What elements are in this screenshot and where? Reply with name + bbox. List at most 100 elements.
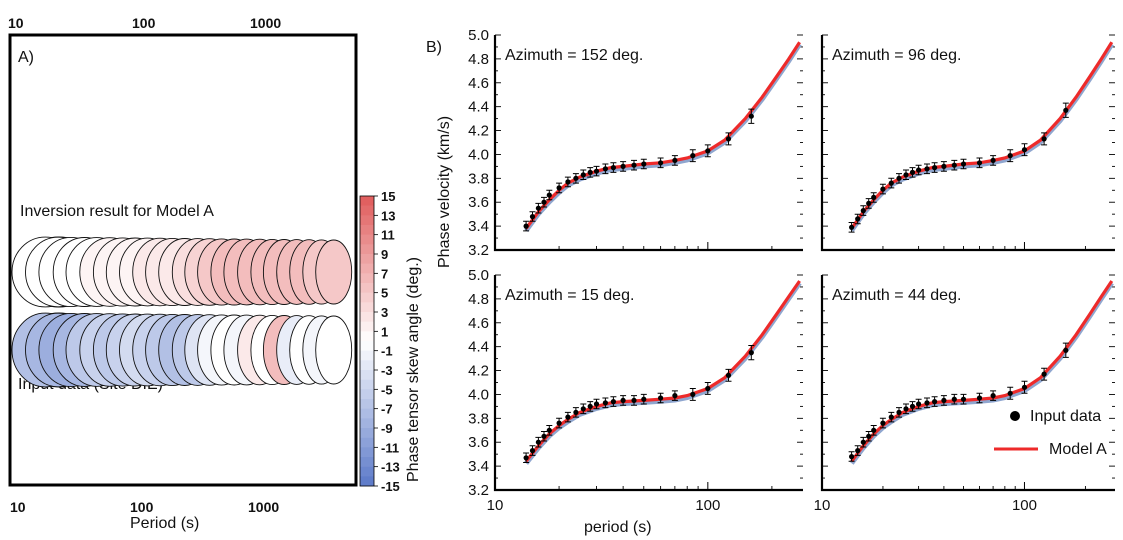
colorbar-cell [360,225,374,235]
colorbar-label: Phase tensor skew angle (deg.) [405,257,422,482]
input-data-point [903,172,909,178]
input-data-point [748,350,754,356]
input-data-point [587,403,593,409]
input-data-point [672,393,678,399]
y-tick-label: 4.6 [468,75,489,92]
row1-label: Inversion result for Model A [20,203,214,220]
model-a-line [850,41,1114,230]
model-line-shadow [524,281,802,465]
panel-a: A) 10 100 1000 10 100 1000 Period (s) In… [8,15,358,532]
subplot-title: Azimuth = 44 deg. [832,287,961,304]
input-data-point [725,372,732,378]
input-data-point [909,169,916,175]
colorbar-tick-label: 5 [381,286,388,301]
colorbar-tick-label: 11 [381,228,395,243]
legend-model-label: Model A [1049,441,1107,458]
legend-input-marker [1010,411,1020,421]
colorbar-tick-label: -15 [381,479,400,494]
colorbar-cells [360,196,374,487]
input-data-point [1007,390,1013,396]
input-data-point [941,163,947,169]
colorbar-tick-label: 13 [381,208,395,223]
input-data-point [976,160,983,166]
input-data-point [941,397,947,403]
subplot-4: 10 100 Azimuth = 44 deg. [814,274,1115,514]
panel-b-ylabel: Phase velocity (km/s) [436,116,453,268]
input-data-point [593,168,600,174]
y-tick-label: 4.2 [468,123,489,140]
panel-a-xlabel: Period (s) [130,515,199,532]
input-data-point [951,396,957,402]
input-data-point [573,175,579,181]
y-tick-label: 4.4 [468,339,489,356]
input-data-point [610,399,617,405]
bottom-tick-1000: 1000 [248,499,279,515]
input-data-point [587,169,593,175]
input-data-point [529,448,536,454]
input-data-point [725,136,732,142]
model-line-shadow [849,42,1114,232]
colorbar-cell [360,466,374,477]
input-data-point [535,205,542,211]
subplots: 5.0 4.8 4.6 4.4 4.2 4.0 3.8 3.6 3.4 3.2 Azimuth = … [468,27,1115,514]
input-data-point [546,192,552,198]
y-tick-label: 4.4 [468,99,489,116]
y-tick-label: 5.0 [468,267,489,284]
subplot-axes [493,35,803,252]
colorbar-frame [359,195,375,487]
x-tick-label: 10 [814,497,831,514]
input-data-point [641,161,647,167]
input-data-point [523,455,529,461]
bottom-tick-100: 100 [130,499,154,515]
input-data-point [903,406,909,412]
panel-b: B) Phase velocity (km/s) period (s) 5.0 4… [426,27,1115,536]
colorbar-tick-label: -3 [381,363,393,378]
input-data-point [951,162,957,168]
model-a-line [524,41,801,230]
input-data-point [960,396,967,402]
model-a-line [850,280,1114,463]
input-data-point [896,409,902,415]
colorbar-cell [360,341,374,351]
legend: Input data Model A [994,408,1107,458]
input-data-point [690,153,696,159]
input-ellipse [315,315,353,385]
colorbar-cell [360,457,374,467]
input-data-point [1007,153,1013,159]
input-data-point [556,185,562,191]
y-tick-label: 3.6 [468,434,489,451]
input-data-point [880,420,886,426]
input-data-point [535,439,542,445]
bottom-tick-10: 10 [10,499,26,515]
y-tick-label: 4.0 [468,386,489,403]
input-data-point [871,194,877,200]
input-data-point [565,414,571,420]
input-data-point [748,113,754,119]
y-tick-label: 3.2 [468,482,489,499]
input-data-point [593,401,600,407]
input-data-point [705,385,711,392]
colorbar-tick-label: -5 [381,382,393,397]
y-tick-label: 3.4 [468,218,489,235]
input-data-point [580,406,586,412]
colorbar-cell [360,263,374,274]
input-data-point [1021,384,1028,390]
input-data-point [1041,371,1047,377]
colorbar-cell [360,312,374,322]
colorbar-cell [360,215,374,226]
input-data-point [916,167,922,173]
input-data-point [855,216,861,222]
input-data-point [1041,136,1047,142]
colorbar-tick-label: 15 [381,189,395,204]
colorbar-cell [360,437,374,448]
input-data-point [924,166,930,172]
input-data-point [866,433,872,439]
input-data-point [541,433,547,439]
colorbar-cell [360,428,374,438]
x-tick-label: 100 [1012,497,1037,514]
panel-b-label: B) [426,39,442,56]
input-data-point [960,161,967,167]
input-data-point [866,200,872,206]
input-data-point [855,448,861,454]
subplot-title: Azimuth = 152 deg. [505,47,643,64]
